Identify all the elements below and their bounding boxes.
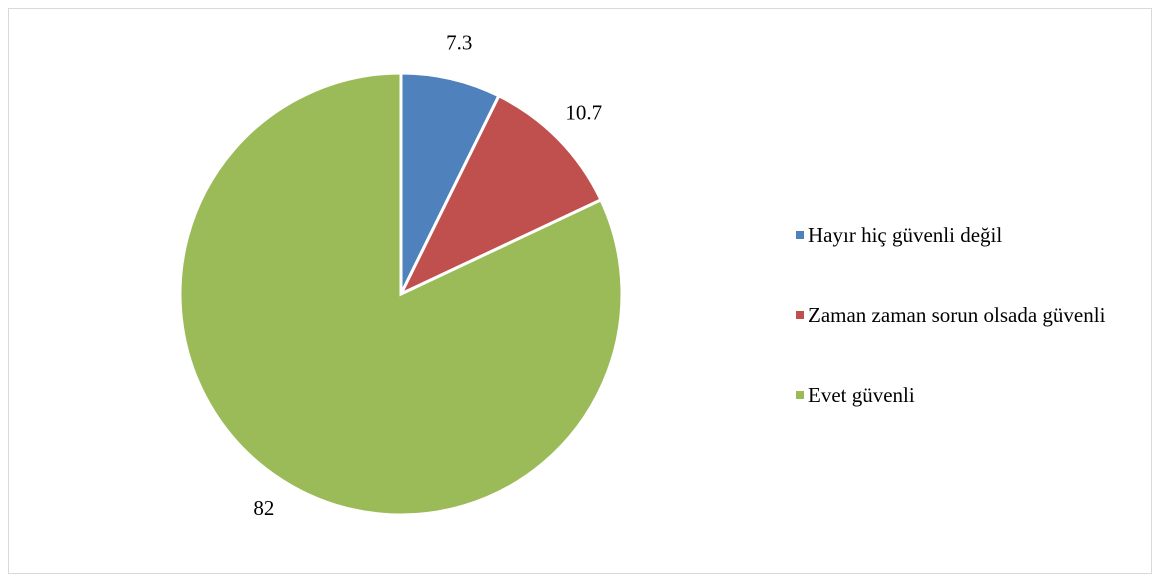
legend-item: Hayır hiç güvenli değil [796, 218, 1136, 252]
data-label: 7.3 [446, 31, 472, 55]
pie-slice [397, 93, 603, 298]
chart-border [8, 8, 1152, 574]
pie-slice [178, 71, 624, 517]
legend-swatch [796, 391, 804, 399]
legend-label: Evet güvenli [808, 383, 915, 407]
data-label: 82 [253, 496, 274, 520]
legend-swatch [796, 231, 804, 239]
legend-item: Evet güvenli [796, 378, 1136, 412]
pie-slice [399, 71, 501, 295]
legend-swatch [796, 311, 804, 319]
data-label: 10.7 [565, 101, 602, 125]
legend-item: Zaman zaman sorun olsada güvenli [796, 298, 1136, 332]
legend-label: Zaman zaman sorun olsada güvenli [808, 303, 1106, 327]
legend-label: Hayır hiç güvenli değil [808, 223, 1003, 247]
